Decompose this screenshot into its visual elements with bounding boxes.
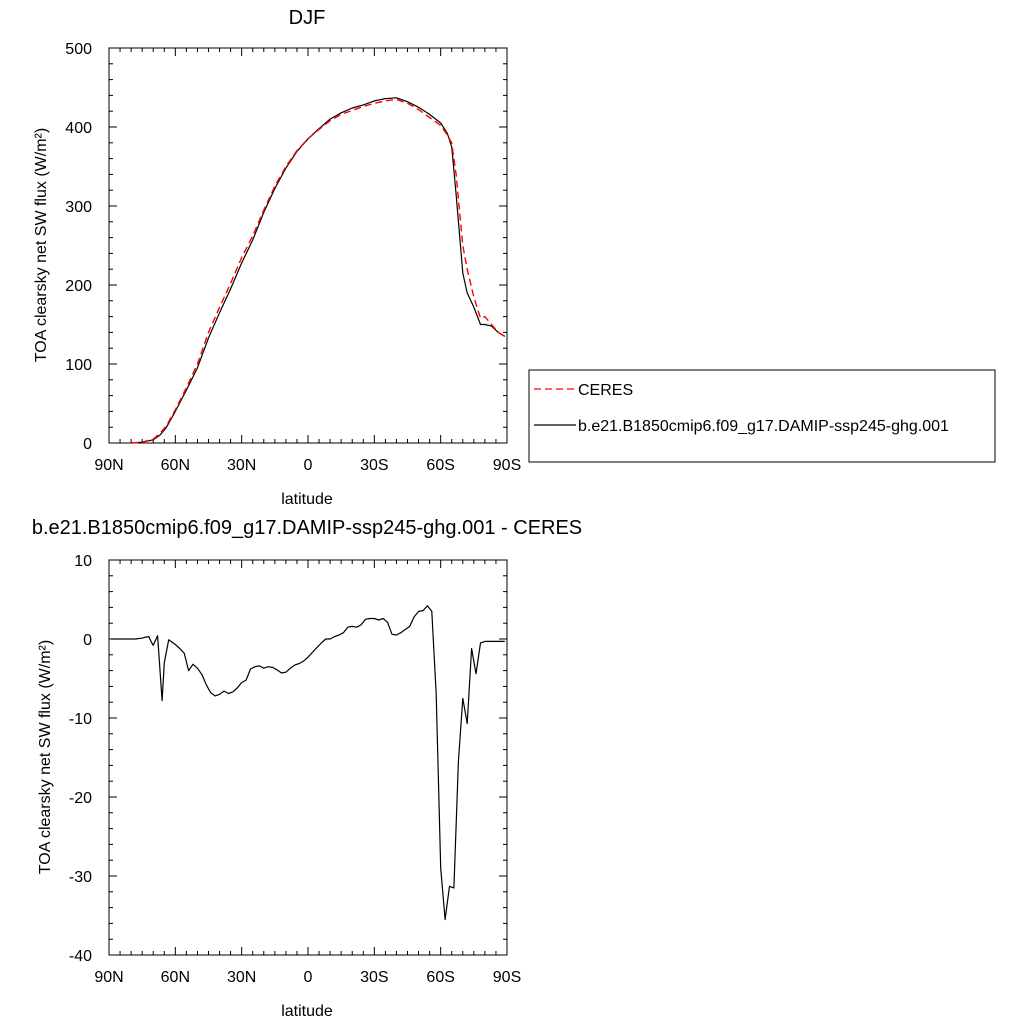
x-tick-label: 60S <box>426 969 454 986</box>
x-axis-ticks: 90N 60N 30N 0 30S 60S 90S <box>94 560 521 986</box>
x-tick-label: 30N <box>227 969 256 986</box>
x-tick-label: 0 <box>304 969 313 986</box>
x-tick-label: 90S <box>493 457 521 474</box>
y-tick-label: 10 <box>74 553 92 570</box>
y-axis-label: TOA clearsky net SW flux (W/m²) <box>37 640 54 874</box>
y-tick-label: -10 <box>69 711 92 728</box>
x-tick-label: 30S <box>360 457 388 474</box>
x-tick-label: 60S <box>426 457 454 474</box>
y-axis-ticks: -40 -30 -20 -10 0 10 <box>69 553 507 965</box>
series-line-ceres <box>131 98 506 444</box>
top-chart-panel: DJF 90N 60N 30N 0 30S 60S 90S 0 100 200 300 400 500… <box>33 7 996 508</box>
y-tick-label: 0 <box>83 632 92 649</box>
y-tick-label: 100 <box>65 357 92 374</box>
x-tick-label: 0 <box>304 457 313 474</box>
x-axis-label: latitude <box>281 1003 333 1020</box>
y-tick-label: 500 <box>65 41 92 58</box>
plot-area-frame <box>108 47 508 444</box>
y-tick-label: -40 <box>69 948 92 965</box>
y-tick-label: -20 <box>69 790 92 807</box>
x-tick-label: 60N <box>161 969 190 986</box>
y-tick-label: -30 <box>69 869 92 886</box>
y-tick-label: 300 <box>65 199 92 216</box>
series-lines <box>131 97 506 444</box>
bottom-chart-panel: b.e21.B1850cmip6.f09_g17.DAMIP-ssp245-gh… <box>32 517 582 1020</box>
x-axis-ticks: 90N 60N 30N 0 30S 60S 90S <box>94 48 521 474</box>
legend: CERES b.e21.B1850cmip6.f09_g17.DAMIP-ssp… <box>528 369 996 463</box>
x-axis-label: latitude <box>281 491 333 508</box>
y-axis-label: TOA clearsky net SW flux (W/m²) <box>33 128 50 362</box>
chart-title: b.e21.B1850cmip6.f09_g17.DAMIP-ssp245-gh… <box>32 517 582 539</box>
y-tick-label: 200 <box>65 278 92 295</box>
x-tick-label: 90N <box>94 457 123 474</box>
series-line-model <box>131 97 506 444</box>
x-tick-label: 60N <box>161 457 190 474</box>
series-line-model <box>111 605 505 921</box>
chart-title: DJF <box>289 7 326 29</box>
x-tick-label: 30N <box>227 457 256 474</box>
x-tick-label: 90N <box>94 969 123 986</box>
series-lines <box>111 605 505 921</box>
x-tick-label: 90S <box>493 969 521 986</box>
legend-box <box>528 369 996 463</box>
y-axis-ticks: 0 100 200 300 400 500 <box>65 41 507 453</box>
plot-area-frame <box>108 559 508 956</box>
y-tick-label: 400 <box>65 120 92 137</box>
legend-label-model: b.e21.B1850cmip6.f09_g17.DAMIP-ssp245-gh… <box>578 418 949 435</box>
y-tick-label: 0 <box>83 436 92 453</box>
legend-label-ceres: CERES <box>578 382 633 399</box>
x-tick-label: 30S <box>360 969 388 986</box>
